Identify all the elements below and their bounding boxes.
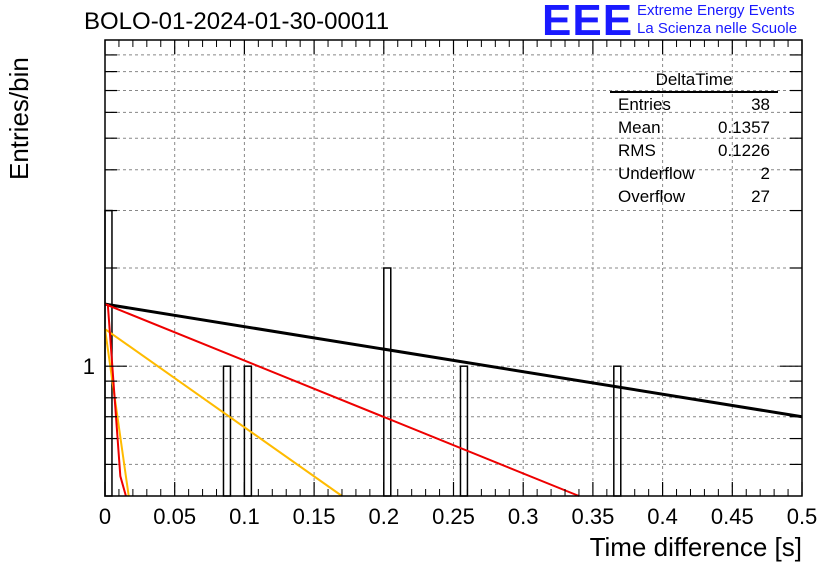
stats-label: Entries: [618, 95, 671, 114]
axis-ticks: [104, 40, 803, 496]
stats-value: 2: [760, 164, 770, 183]
histogram-bin: [459, 365, 469, 497]
stats-label: Mean: [618, 118, 661, 137]
fit-line: [104, 328, 130, 497]
x-tick-label: 0.35: [571, 504, 614, 529]
stats-box: DeltaTime Entries 38 Mean 0.1357 RMS 0.1…: [610, 70, 778, 208]
stats-row-mean: Mean 0.1357: [610, 116, 778, 139]
x-tick-label: 0.25: [432, 504, 475, 529]
x-tick-label: 0.2: [369, 504, 400, 529]
histogram-bin: [222, 365, 232, 497]
stats-row-entries: Entries 38: [610, 93, 778, 116]
x-axis-label: Time difference [s]: [589, 532, 802, 562]
stats-value: 0.1226: [718, 141, 770, 160]
eee-logo-mark: EEE: [542, 0, 634, 45]
stats-row-underflow: Underflow 2: [610, 162, 778, 185]
logo-line-1: Extreme Energy Events: [637, 2, 795, 19]
x-tick-label: 0.3: [508, 504, 539, 529]
histogram-bins: [104, 209, 622, 497]
x-tick-label: 0.05: [153, 504, 196, 529]
y-axis-label: Entries/bin: [4, 57, 34, 180]
fit-line: [106, 304, 127, 497]
eee-logo-text: Extreme Energy Events La Scienza nelle S…: [637, 2, 797, 38]
run-title: BOLO-01-2024-01-30-00011: [84, 8, 390, 35]
stats-row-rms: RMS 0.1226: [610, 139, 778, 162]
grid-lines: [105, 40, 802, 496]
stats-label: Overflow: [618, 187, 686, 206]
logo-line-2: La Scienza nelle Scuole: [637, 20, 798, 37]
stats-value: 38: [751, 95, 770, 114]
histogram-bin: [383, 267, 392, 497]
x-tick-label: 0.5: [787, 504, 818, 529]
x-tick-label: 0: [99, 504, 111, 529]
fit-line: [104, 328, 343, 497]
fit-line: [104, 302, 803, 419]
stats-label: RMS: [618, 141, 656, 160]
stats-title: DeltaTime: [610, 70, 778, 93]
stats-value: 27: [751, 187, 770, 206]
x-tick-label: 0.45: [711, 504, 754, 529]
stats-label: Underflow: [618, 164, 695, 183]
fit-line: [104, 303, 580, 497]
x-tick-label: 0.1: [229, 504, 260, 529]
stats-row-overflow: Overflow 27: [610, 185, 778, 208]
x-tick-label: 0.15: [293, 504, 336, 529]
x-tick-label: 0.4: [647, 504, 678, 529]
fit-lines: [104, 302, 803, 497]
x-tick-labels: 0 0.05 0.1 0.15 0.2 0.25 0.3 0.35 0.4 0.45 0.5: [99, 504, 817, 529]
stats-value: 0.1357: [718, 118, 770, 137]
y-tick-labels: 1: [83, 354, 95, 379]
y-tick-label: 1: [83, 354, 95, 379]
